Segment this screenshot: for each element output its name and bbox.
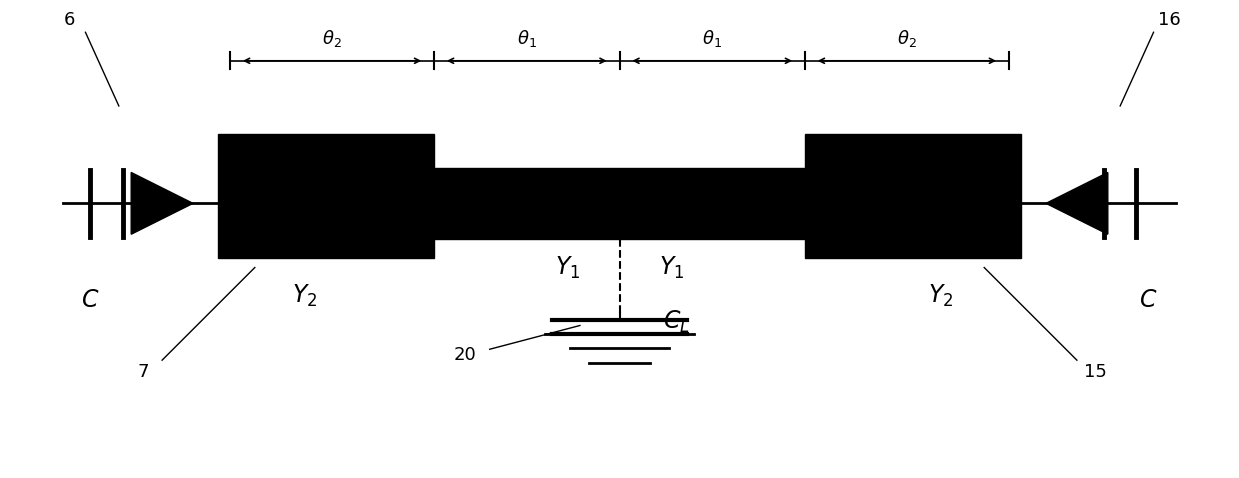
Text: $\theta_2$: $\theta_2$ bbox=[897, 28, 917, 49]
Text: $Y_1$: $Y_1$ bbox=[659, 254, 684, 281]
Text: 20: 20 bbox=[453, 347, 476, 364]
Text: 15: 15 bbox=[1084, 363, 1106, 381]
Bar bbox=[434, 168, 805, 239]
Text: $\theta_1$: $\theta_1$ bbox=[703, 28, 722, 49]
Polygon shape bbox=[131, 173, 193, 234]
Text: 7: 7 bbox=[138, 363, 150, 381]
Bar bbox=[805, 134, 1021, 258]
Text: $C$: $C$ bbox=[1140, 289, 1157, 312]
Text: $C_L$: $C_L$ bbox=[663, 309, 689, 335]
Text: $Y_1$: $Y_1$ bbox=[555, 254, 580, 281]
Text: 16: 16 bbox=[1158, 11, 1181, 30]
Text: $Y_2$: $Y_2$ bbox=[291, 283, 317, 309]
Text: $\theta_2$: $\theta_2$ bbox=[322, 28, 342, 49]
Bar bbox=[218, 134, 434, 258]
Text: $\theta_1$: $\theta_1$ bbox=[517, 28, 536, 49]
Text: 6: 6 bbox=[63, 11, 76, 30]
Polygon shape bbox=[1046, 173, 1108, 234]
Text: $Y_2$: $Y_2$ bbox=[928, 283, 954, 309]
Text: $C$: $C$ bbox=[82, 289, 99, 312]
